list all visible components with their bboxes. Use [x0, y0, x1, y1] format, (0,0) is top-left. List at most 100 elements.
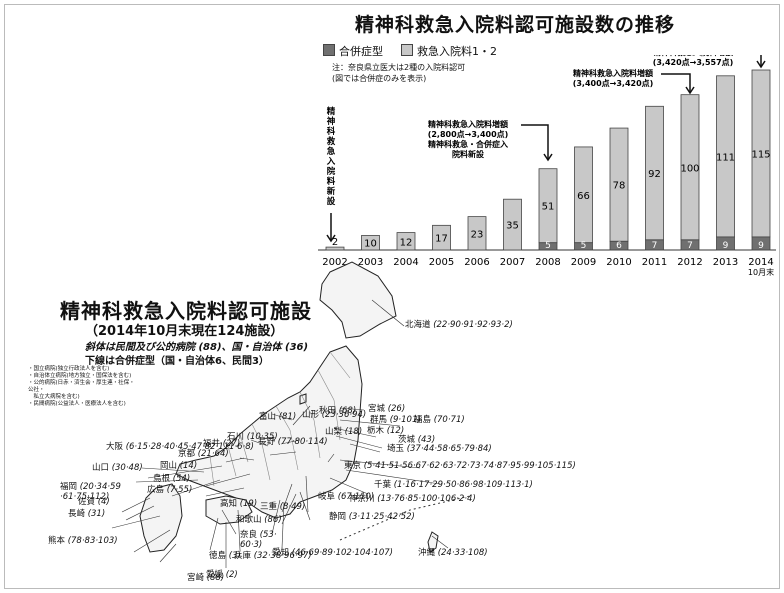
x-tick-label: 2009	[571, 257, 596, 268]
prefecture-name: 岡山	[160, 461, 180, 471]
prefecture-name: 福井	[203, 439, 223, 449]
bar-complication-2010	[609, 240, 629, 251]
prefecture-name: 宮崎	[187, 573, 207, 583]
map-prefecture-border	[227, 445, 237, 477]
prefecture-name: 栃木	[367, 426, 387, 436]
map-leader-line	[335, 435, 383, 449]
map-hokkaido	[319, 261, 397, 339]
prefecture-label: 静岡 (3·11·25·42·52)	[329, 510, 415, 522]
map-shikoku	[205, 495, 253, 525]
map-leader-line	[147, 465, 223, 479]
prefecture-name: 愛媛	[206, 570, 226, 580]
map-leader-line	[205, 473, 251, 487]
prefecture-facility-numbers: (32·38·96·97)	[253, 551, 312, 561]
prefecture-label: 石川 (10·35)	[227, 430, 278, 442]
prefecture-label: 長崎 (31)	[68, 507, 105, 519]
bar-chart: 2 2002 10 2003 12 2004 17 2005 23 2006 35 2007 5 51 20…	[318, 55, 776, 277]
prefecture-facility-numbers: (6·15·28·40·45·47·82·111·6·8)	[125, 442, 254, 452]
prefecture-name: 千葉	[374, 480, 394, 490]
x-tick-label: 2014	[748, 257, 773, 268]
prefecture-label: 神奈川 (13·76·85·100·106·2·4)	[349, 492, 476, 504]
map-legend: ・国立病院(独立行政法人を含む) ・自治体立病院(地方独立・国保法を含む) ・公…	[28, 366, 135, 407]
annotation-2012-arrow	[661, 73, 691, 93]
x-tick-label: 2011	[642, 257, 667, 268]
prefecture-name: 富山	[259, 412, 279, 422]
prefecture-facility-numbers: (5·41·51·56·67·62·63·72·73·74·87·95·99·1…	[363, 461, 576, 471]
prefecture-label: 千葉 (1·16·17·29·50·86·98·109·113·1)	[374, 478, 533, 490]
chart-title: 精神科救急入院料認可施設数の推移	[355, 14, 676, 36]
prefecture-facility-numbers: (2)	[225, 570, 238, 580]
data-label-emergency: 111	[716, 152, 735, 163]
prefecture-label: 広島 (7·55)	[147, 483, 192, 495]
annotation-2002-char: 救	[327, 136, 336, 147]
prefecture-facility-numbers: (24·33·108)	[437, 548, 488, 558]
map-leader-line	[281, 501, 285, 549]
prefecture-facility-numbers: (9·101)	[389, 415, 421, 425]
bar-complication-2012	[680, 239, 700, 251]
prefecture-facility-numbers: (4)	[97, 497, 110, 507]
map-leader-line	[339, 407, 365, 411]
data-label-complication: 5	[545, 241, 551, 251]
prefecture-label: 宮城 (26)	[368, 402, 405, 414]
map-caption-2: 下線は合併症型（国・自治体6、民間3）	[85, 356, 269, 367]
x-tick-label: 10月末	[748, 267, 774, 277]
prefecture-name: 石川	[227, 432, 247, 442]
prefecture-facility-numbers: (68)	[338, 406, 357, 416]
map-okinawa	[427, 531, 439, 553]
prefecture-label: 京都 (21·64)	[178, 447, 229, 459]
annotation-2014-arrow	[760, 55, 762, 67]
map-leader-line	[159, 543, 177, 563]
map-leader-line	[271, 499, 281, 535]
legend-item-complication: 合併症型	[323, 43, 383, 59]
prefecture-name: 徳島	[209, 551, 229, 561]
prefecture-facility-numbers: (10·35)	[246, 432, 278, 442]
prefecture-name: 大阪	[106, 442, 126, 452]
data-label-complication: 9	[758, 241, 764, 251]
map-prefecture-border	[329, 351, 351, 379]
bar-complication-2014	[751, 236, 771, 251]
prefecture-label: 愛知 (46·69·89·102·104·107)	[272, 546, 393, 558]
map-leader-line	[141, 467, 205, 473]
annotation-2002-char: 新	[327, 186, 336, 197]
prefecture-label: 埼玉 (37·44·58·65·79·84)	[387, 442, 492, 454]
annotation-2012: 精神科救急入院料増額	[573, 68, 653, 78]
prefecture-name: 和歌山	[236, 515, 265, 525]
prefecture-name: 山口	[92, 463, 112, 473]
prefecture-facility-numbers: (67·110)	[337, 492, 375, 502]
annotation-2002-char: 急	[327, 146, 336, 157]
prefecture-facility-numbers: (3)	[228, 551, 241, 561]
prefecture-facility-numbers: (18)	[344, 427, 363, 437]
map-honshu	[175, 345, 363, 519]
x-tick-label: 2004	[393, 257, 418, 268]
prefecture-label: 福井 (27)	[203, 437, 240, 449]
prefecture-label: 秋田 (68)	[319, 404, 356, 416]
prefecture-label: 熊本 (78·83·103)	[48, 534, 118, 546]
prefecture-name: 熊本	[48, 536, 68, 546]
prefecture-label: 群馬 (9·101)	[370, 413, 421, 425]
bar-emergency-2007	[503, 198, 522, 251]
annotation-2008: 院料新設	[452, 149, 485, 159]
map-prefecture-border	[239, 433, 249, 463]
prefecture-label: 富山 (81)	[259, 410, 296, 422]
map-subtitle: （2014年10月末現在124施設）	[85, 324, 284, 339]
map-prefecture-border	[275, 405, 291, 431]
prefecture-facility-numbers: (78·83·103)	[67, 536, 118, 546]
data-label-emergency: 66	[577, 191, 590, 202]
chart-note: 注：奈良県立医大は2種の入院料認可 (図では合併症のみを表示)	[332, 63, 466, 83]
prefecture-label: 島根 (54)	[153, 472, 190, 484]
chart-legend: 合併症型 救急入院料1・2	[323, 43, 497, 59]
legend-label-complication: 合併症型	[339, 45, 383, 58]
prefecture-label: 福島 (70·71)	[414, 413, 465, 425]
prefecture-label: 山形 (23·36·94)	[302, 408, 366, 420]
prefecture-facility-numbers: (77·80·114)	[277, 437, 328, 447]
prefecture-facility-numbers: (54)	[172, 474, 191, 484]
bar-emergency-2003	[361, 235, 380, 251]
annotation-2002-char: 入	[326, 157, 336, 167]
map-prefecture-border	[313, 419, 321, 459]
data-label-emergency: 78	[613, 181, 626, 192]
data-label-complication: 9	[723, 241, 729, 251]
prefecture-facility-numbers: (8·49)	[279, 502, 306, 512]
prefecture-name: 埼玉	[387, 444, 407, 454]
prefecture-label: 栃木 (12)	[367, 424, 404, 436]
